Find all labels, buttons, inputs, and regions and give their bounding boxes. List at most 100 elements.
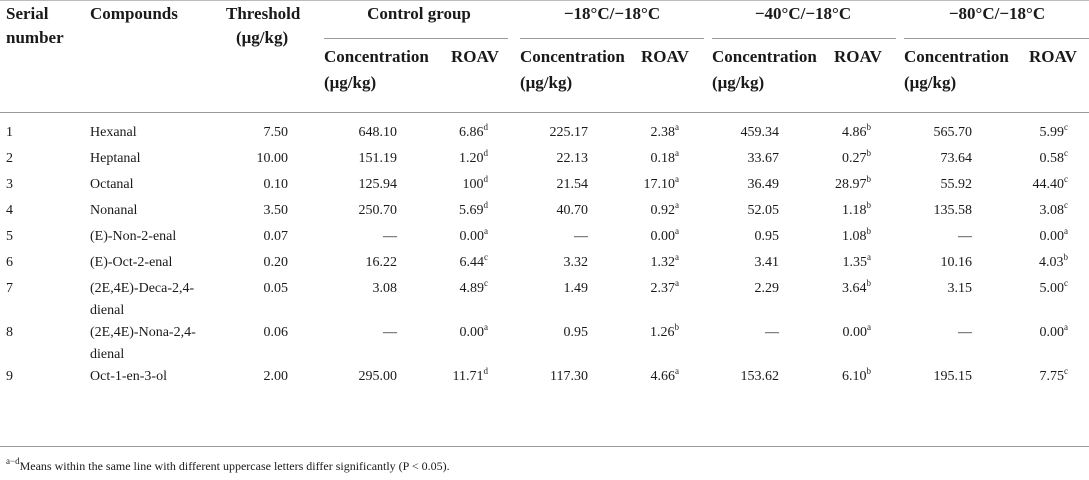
concentration-value: 1.49 [563, 281, 589, 296]
roav-number: 0.27 [842, 151, 867, 166]
serial-number: 5 [6, 229, 13, 244]
header-roav-3: ROAV [1029, 47, 1077, 66]
roav-value: 1.08b [791, 227, 871, 245]
roav-number: 44.40 [1032, 177, 1065, 192]
roav-value: 4.66a [599, 367, 680, 385]
roav-value: 11.71d [408, 366, 489, 385]
roav-number: 7.75 [1039, 369, 1065, 384]
significance-letter: a [867, 252, 871, 262]
top-rule [0, 0, 1089, 1]
roav-number: 6.44 [459, 255, 485, 270]
roav-number: 3.08 [1039, 203, 1065, 218]
concentration-value: 565.70 [933, 125, 973, 140]
footnote-text: Means within the same line with differen… [19, 459, 450, 473]
footnote: a−dMeans within the same line with diffe… [6, 456, 450, 474]
significance-letter: b [866, 122, 872, 132]
header-group-3: −80°C/−18°C [948, 4, 1046, 23]
roav-value: 5.69d [408, 200, 489, 219]
roav-value: 1.20d [408, 148, 489, 167]
significance-letter: c [484, 278, 488, 288]
concentration-value: 36.49 [747, 177, 780, 192]
compound-name: Oct-1-en-3-ol [90, 369, 167, 384]
roav-value: 4.86b [791, 122, 872, 141]
roav-value: 44.40c [988, 174, 1069, 193]
threshold-value: 0.06 [263, 325, 289, 340]
roav-value: 1.18b [791, 200, 872, 219]
header-concentration-3: Concentration [904, 47, 1009, 66]
roav-value: 1.35a [791, 252, 872, 271]
roav-value: 0.92a [599, 201, 680, 219]
significance-letter: d [483, 366, 489, 376]
significance-letter: c [1064, 174, 1068, 184]
serial-number: 4 [6, 203, 13, 218]
roav-number: 0.00 [1039, 229, 1065, 244]
significance-letter: d [483, 200, 489, 210]
roav-value: 3.64b [791, 278, 872, 297]
roav-number: 4.03 [1039, 255, 1064, 270]
concentration-value: 52.05 [747, 203, 780, 218]
roav-number: 5.00 [1039, 281, 1065, 296]
compound-name: Octanal [90, 177, 134, 192]
concentration-value: 21.54 [556, 177, 589, 192]
concentration-value: 33.67 [747, 151, 780, 166]
header-compounds: Compounds [90, 4, 178, 23]
header-concentration-unit-1: (μg/kg) [520, 73, 573, 92]
concentration-value: — [958, 229, 972, 244]
roav-value: 2.37a [599, 279, 680, 297]
roav-value: 0.27b [791, 149, 871, 167]
compound-name: (E)-Non-2-enal [90, 229, 177, 244]
group-rule-40 [712, 38, 896, 39]
concentration-value: 195.15 [933, 369, 973, 384]
significance-letter: a [1064, 322, 1068, 332]
concentration-value: — [958, 325, 972, 340]
concentration-value: 22.13 [556, 151, 589, 166]
concentration-value: 3.15 [947, 281, 973, 296]
roav-number: 28.97 [835, 177, 867, 192]
concentration-value: 3.08 [372, 281, 398, 296]
significance-letter: d [483, 122, 489, 132]
significance-letter: a [675, 148, 679, 158]
roav-value: 0.00a [791, 323, 872, 341]
roav-number: 17.10 [643, 177, 676, 192]
threshold-value: 0.05 [263, 281, 289, 296]
header-threshold-line2: (μg/kg) [236, 28, 289, 47]
roav-value: 0.00a [408, 323, 489, 341]
concentration-value: 153.62 [740, 369, 780, 384]
significance-letter: d [483, 148, 489, 158]
roav-number: 1.35 [842, 255, 868, 270]
serial-number: 3 [6, 177, 13, 192]
concentration-value: 10.16 [940, 255, 973, 270]
roav-number: 1.08 [842, 229, 867, 244]
header-concentration-1: Concentration [520, 47, 625, 66]
roav-value: 5.99c [988, 123, 1069, 141]
concentration-value: 40.70 [556, 203, 589, 218]
roav-value: 1.32a [599, 252, 680, 271]
compound-name: (2E,4E)-Nona-2,4- [90, 325, 196, 340]
significance-letter: b [674, 322, 680, 332]
header-roav-2: ROAV [834, 47, 882, 66]
significance-letter: a [1064, 226, 1068, 236]
roav-number: 4.66 [650, 369, 676, 384]
roav-number: 6.10 [842, 369, 867, 384]
roav-value: 2.38a [599, 123, 680, 141]
significance-letter: b [866, 278, 872, 288]
concentration-value: 3.41 [754, 255, 780, 270]
concentration-value: 151.19 [358, 151, 398, 166]
roav-value: 0.00a [988, 226, 1069, 245]
roav-value: 0.00a [408, 227, 489, 245]
threshold-value: 0.10 [263, 177, 289, 192]
significance-letter: a [675, 252, 679, 262]
significance-letter: c [484, 252, 488, 262]
significance-letter: b [866, 200, 872, 210]
concentration-value: 117.30 [550, 369, 588, 384]
header-bottom-rule [0, 112, 1089, 113]
threshold-value: 7.50 [263, 125, 289, 140]
significance-letter: c [1064, 200, 1068, 210]
compound-name: dienal [90, 347, 125, 362]
compound-name: (E)-Oct-2-enal [90, 255, 173, 270]
concentration-value: 16.22 [365, 255, 398, 270]
serial-number: 8 [6, 325, 13, 340]
roav-value: 5.00c [988, 279, 1069, 297]
roav-value: 0.58c [988, 149, 1069, 167]
roav-number: 0.00 [459, 325, 485, 340]
